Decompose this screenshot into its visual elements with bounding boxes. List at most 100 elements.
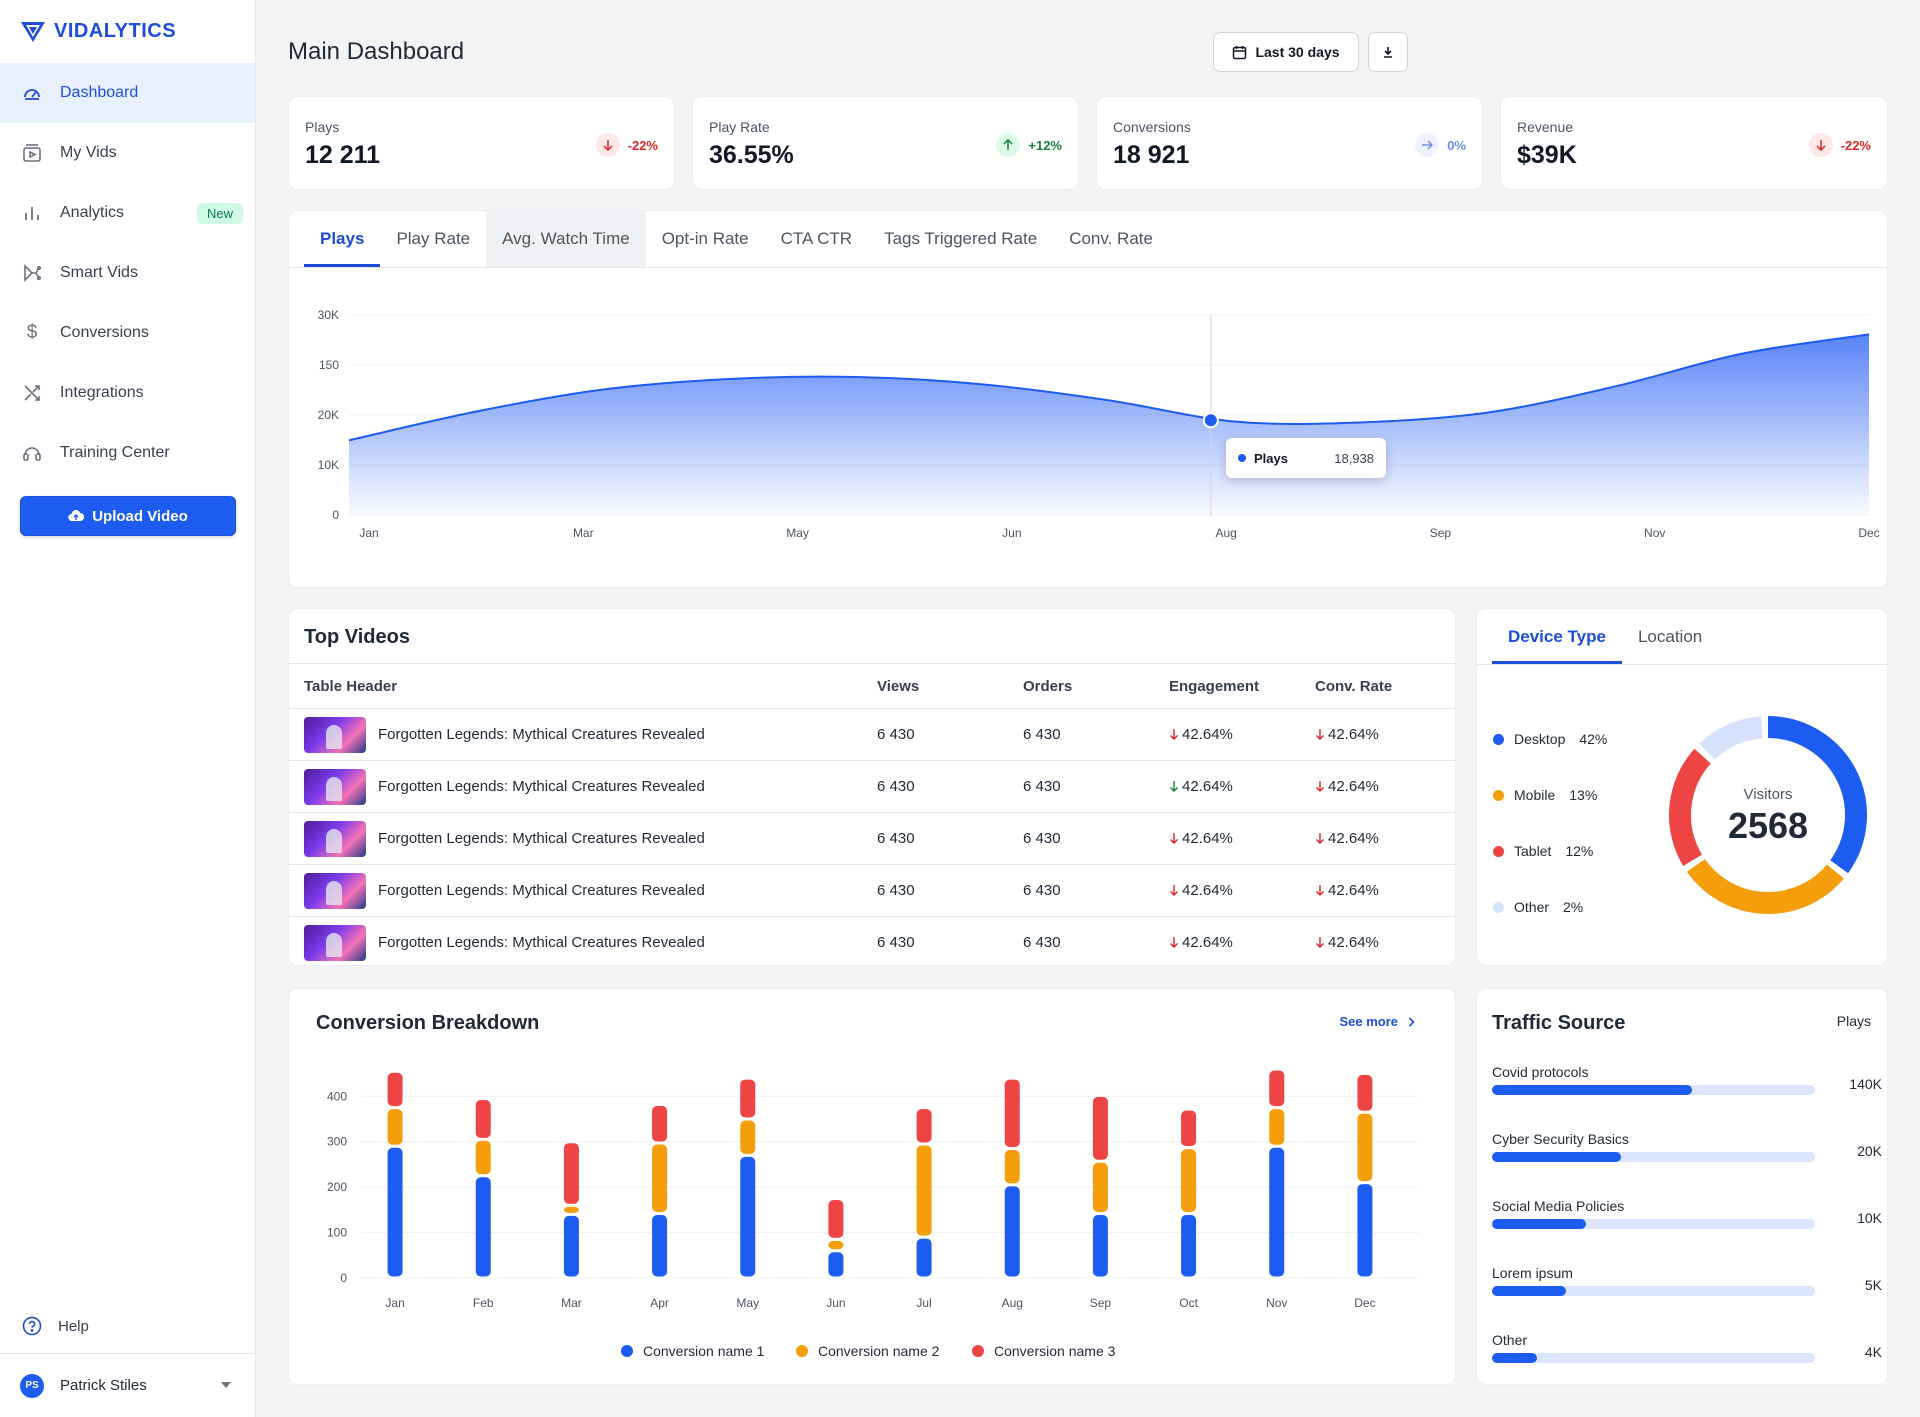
tab-device-type[interactable]: Device Type xyxy=(1492,609,1622,664)
bar-segment[interactable] xyxy=(475,1140,491,1175)
tab-opt-in-rate[interactable]: Opt-in Rate xyxy=(661,229,749,248)
video-cell[interactable]: Forgotten Legends: Mythical Creatures Re… xyxy=(289,864,877,917)
column-header[interactable]: Orders xyxy=(1023,663,1169,709)
bar-segment[interactable] xyxy=(387,1109,403,1145)
video-cell[interactable]: Forgotten Legends: Mythical Creatures Re… xyxy=(289,916,877,965)
bar-segment[interactable] xyxy=(563,1206,579,1213)
device-legend-item[interactable]: Other 2% xyxy=(1493,899,1583,915)
traffic-source-item[interactable]: Cyber Security Basics 20K xyxy=(1492,1131,1882,1162)
tab-plays[interactable]: Plays xyxy=(304,211,381,267)
date-range-button[interactable]: Last 30 days xyxy=(1213,32,1359,72)
bar-segment[interactable] xyxy=(1269,1070,1285,1107)
video-cell[interactable]: Forgotten Legends: Mythical Creatures Re… xyxy=(289,708,877,761)
column-header[interactable]: Table Header xyxy=(289,663,877,709)
donut-slice-desktop[interactable] xyxy=(1767,716,1867,874)
bar-segment[interactable] xyxy=(1181,1149,1197,1212)
bar-segment[interactable] xyxy=(1181,1110,1197,1147)
bar-segment[interactable] xyxy=(1092,1096,1108,1160)
table-row[interactable]: Forgotten Legends: Mythical Creatures Re… xyxy=(289,708,1455,761)
tab-play-rate[interactable]: Play Rate xyxy=(396,229,471,248)
x-tick-label: Aug xyxy=(1002,1296,1023,1310)
bar-segment[interactable] xyxy=(475,1100,491,1138)
bar-segment[interactable] xyxy=(563,1215,579,1277)
tab-cta-ctr[interactable]: CTA CTR xyxy=(780,229,853,248)
sidebar-item-integrations[interactable]: Integrations xyxy=(0,363,255,423)
bar-segment[interactable] xyxy=(916,1109,932,1143)
bar-segment[interactable] xyxy=(828,1199,844,1238)
video-cell[interactable]: Forgotten Legends: Mythical Creatures Re… xyxy=(289,812,877,865)
device-legend-item[interactable]: Desktop 42% xyxy=(1493,731,1607,747)
legend-name: Mobile xyxy=(1514,787,1556,803)
legend-label[interactable]: Conversion name 1 xyxy=(643,1343,765,1359)
orders-cell: 6 430 xyxy=(1023,916,1169,965)
legend-label[interactable]: Conversion name 3 xyxy=(994,1343,1116,1359)
bar-segment[interactable] xyxy=(1269,1147,1285,1277)
bar-segment[interactable] xyxy=(387,1147,403,1277)
bar-segment[interactable] xyxy=(916,1145,932,1236)
device-legend-item[interactable]: Mobile 13% xyxy=(1493,787,1597,803)
tab-tags-triggered-rate[interactable]: Tags Triggered Rate xyxy=(884,229,1038,248)
bar-segment[interactable] xyxy=(740,1120,756,1154)
traffic-source-item[interactable]: Social Media Policies 10K xyxy=(1492,1198,1882,1229)
sidebar-item-smart-vids[interactable]: Smart Vids xyxy=(0,243,255,303)
column-header[interactable]: Conv. Rate xyxy=(1315,663,1455,709)
bar-segment[interactable] xyxy=(740,1079,756,1118)
column-header[interactable]: Engagement xyxy=(1169,663,1315,709)
upload-video-button[interactable]: Upload Video xyxy=(20,496,236,536)
bar-segment[interactable] xyxy=(1092,1214,1108,1277)
user-menu[interactable]: PS Patrick Stiles xyxy=(0,1353,255,1417)
sidebar-item-analytics[interactable]: Analytics New xyxy=(0,183,255,243)
bar-segment[interactable] xyxy=(652,1214,668,1277)
sidebar-item-dashboard[interactable]: Dashboard xyxy=(0,63,255,123)
sidebar-item-conversions[interactable]: $ Conversions xyxy=(0,303,255,363)
video-cell[interactable]: Forgotten Legends: Mythical Creatures Re… xyxy=(289,760,877,813)
donut-slice-tablet[interactable] xyxy=(1669,748,1712,866)
stat-change-value: 0% xyxy=(1447,137,1466,153)
traffic-source-item[interactable]: Other 4K xyxy=(1492,1332,1882,1363)
sidebar-item-label: Training Center xyxy=(60,444,170,461)
bar-segment[interactable] xyxy=(652,1105,668,1142)
bar-segment[interactable] xyxy=(475,1177,491,1277)
bar-segment[interactable] xyxy=(1357,1075,1373,1111)
bar-segment[interactable] xyxy=(916,1238,932,1277)
download-button[interactable] xyxy=(1368,32,1408,72)
table-row[interactable]: Forgotten Legends: Mythical Creatures Re… xyxy=(289,864,1455,917)
bar-segment[interactable] xyxy=(1092,1162,1108,1212)
tab-location[interactable]: Location xyxy=(1637,626,1703,646)
tab-avg-watch-time[interactable]: Avg. Watch Time xyxy=(486,211,646,267)
sidebar-item-my-vids[interactable]: My Vids xyxy=(0,123,255,183)
bar-segment[interactable] xyxy=(1269,1109,1285,1145)
tab-divider xyxy=(289,267,1887,268)
column-header[interactable]: Views xyxy=(877,663,1023,709)
see-more-link[interactable]: See more xyxy=(1339,1014,1415,1029)
bar-segment[interactable] xyxy=(828,1252,844,1277)
device-legend-item[interactable]: Tablet 12% xyxy=(1493,843,1593,859)
table-row[interactable]: Forgotten Legends: Mythical Creatures Re… xyxy=(289,812,1455,865)
arrow-down-icon xyxy=(1316,781,1324,792)
donut-slice-other[interactable] xyxy=(1699,716,1764,760)
y-tick-label: 30K xyxy=(318,308,339,322)
donut-slice-mobile[interactable] xyxy=(1686,858,1844,914)
sidebar-item-training-center[interactable]: Training Center xyxy=(0,423,255,483)
conv-rate-cell: 42.64% xyxy=(1315,812,1455,865)
legend-label[interactable]: Conversion name 2 xyxy=(818,1343,940,1359)
bar-segment[interactable] xyxy=(652,1144,668,1212)
bar-segment[interactable] xyxy=(1004,1186,1020,1277)
bar-segment[interactable] xyxy=(828,1240,844,1250)
bar-segment[interactable] xyxy=(1181,1214,1197,1277)
bar-segment[interactable] xyxy=(387,1072,403,1107)
bar-segment[interactable] xyxy=(1357,1184,1373,1277)
bar-segment[interactable] xyxy=(740,1156,756,1277)
table-row[interactable]: Forgotten Legends: Mythical Creatures Re… xyxy=(289,760,1455,813)
bar-segment[interactable] xyxy=(1004,1150,1020,1184)
bar-segment[interactable] xyxy=(1004,1079,1020,1148)
video-title: Forgotten Legends: Mythical Creatures Re… xyxy=(378,933,705,951)
bar-segment[interactable] xyxy=(563,1143,579,1204)
bar-segment[interactable] xyxy=(1357,1113,1373,1182)
traffic-source-item[interactable]: Lorem ipsum 5K xyxy=(1492,1265,1882,1296)
brand-logo[interactable]: VIDALYTICS xyxy=(20,20,176,43)
tab-conv-rate[interactable]: Conv. Rate xyxy=(1069,229,1153,248)
traffic-source-item[interactable]: Covid protocols 140K xyxy=(1492,1064,1882,1095)
help-link[interactable]: Help xyxy=(22,1316,89,1336)
table-row[interactable]: Forgotten Legends: Mythical Creatures Re… xyxy=(289,916,1455,965)
